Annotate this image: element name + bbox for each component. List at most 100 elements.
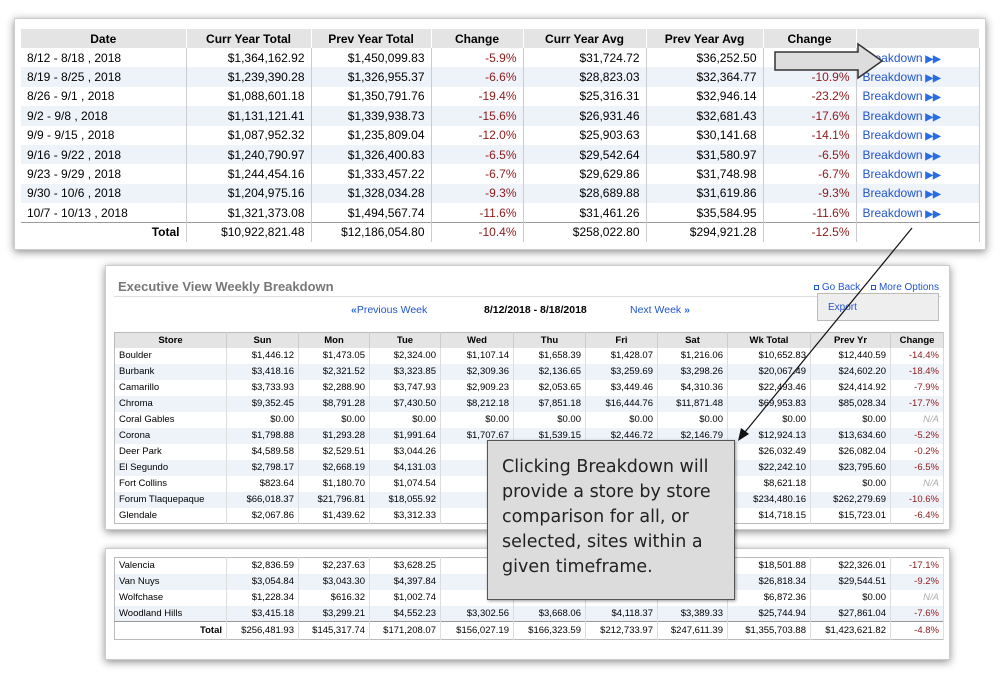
table-cell: -6.5% [763,144,857,165]
table-cell: $1,333,457.22 [311,164,432,184]
table-cell: 9/9 - 9/15 , 2018 [21,125,187,145]
table-cell: -14.4% [890,347,944,364]
table-cell: $31,580.97 [646,144,764,165]
table-cell: $1,446.12 [226,347,299,364]
table-cell: $26,818.34 [727,573,811,590]
table-cell: $24,602.20 [810,363,891,380]
table-cell: $1,364,162.92 [186,48,312,68]
column-header: Change [890,332,944,348]
go-back-link[interactable]: Go Back [813,282,860,293]
store-name: Van Nuys [114,573,227,590]
column-header: Prev Year Total [311,29,432,48]
table-cell: -12.0% [431,125,524,145]
weekly-summary-table: Date Curr Year Total Prev Year Total Change… [21,29,980,242]
table-cell: N/A [890,411,944,428]
table-cell: $2,053.65 [513,379,586,396]
double-arrow-right-icon: ▶▶ [922,111,941,123]
table-cell: $0.00 [226,411,299,428]
table-cell: $1,658.39 [513,347,586,364]
table-cell: $12,440.59 [810,347,891,364]
table-cell: $1,326,955.37 [311,67,432,87]
export-menu-item[interactable]: Export [817,293,939,321]
table-cell: $1,180.70 [298,475,370,492]
breakdown-link[interactable]: Breakdown ▶▶ [856,203,980,223]
table-cell: $6,872.36 [727,589,811,606]
table-cell: -11.6% [763,203,857,223]
total-cell [856,222,980,242]
table-cell: $28,689.88 [523,183,647,204]
table-cell: 8/19 - 8/25 , 2018 [21,67,187,87]
total-row: Total $256,481.93 $145,317.74 $171,208.07 $1… [114,621,944,640]
table-cell: $1,074.54 [369,475,441,492]
double-arrow-right-icon: ▶▶ [922,189,941,201]
table-cell: $1,239,390.28 [186,67,312,87]
more-options-link[interactable]: More Options [870,282,939,293]
callout-arrowhead [738,428,749,441]
bullet-icon [870,285,876,290]
table-cell: -0.2% [890,443,944,460]
table-cell: $8,212.18 [440,395,514,412]
store-row: Wolfchase $1,228.34 $616.32 $1,002.74 $6,872… [114,589,944,606]
table-cell: -11.6% [431,203,524,223]
column-header: Change [431,29,524,48]
breakdown-link[interactable]: Breakdown ▶▶ [856,164,980,184]
store-name: Fort Collins [114,475,227,492]
table-cell: -6.4% [890,507,944,524]
total-cell: Total [114,621,227,640]
table-cell: -10.9% [763,67,857,87]
callout-note: Clicking Breakdown will provide a store … [487,440,735,600]
table-cell: $234,480.16 [727,491,811,508]
table-cell: $3,054.84 [226,573,299,590]
total-row: Total $10,922,821.48 $12,186,054.80 -10.4% $… [21,222,980,242]
breakdown-link[interactable]: Breakdown ▶▶ [856,183,980,204]
table-cell: 8/12 - 8/18 , 2018 [21,48,187,68]
breakdown-link[interactable]: Breakdown ▶▶ [856,144,980,165]
table-cell: $1,473.05 [298,347,370,364]
total-cell: $1,423,621.82 [810,621,891,640]
table-cell: $1,087,952.32 [186,125,312,145]
column-header: Sat [657,332,728,348]
table-cell: $823.64 [226,475,299,492]
column-header: Tue [369,332,441,348]
table-cell: $14,718.15 [727,507,811,524]
total-cell: $10,922,821.48 [186,222,312,242]
total-cell: $12,186,054.80 [311,222,432,242]
previous-week-link[interactable]: «Previous Week [351,304,427,316]
total-cell: $294,921.28 [646,222,764,242]
table-cell: $2,288.90 [298,379,370,396]
table-cell: -6.7% [431,164,524,184]
table-cell: -18.4% [890,363,944,380]
next-week-link[interactable]: Next Week » [630,304,690,316]
table-cell: $26,032.49 [727,443,811,460]
table-cell: $3,415.18 [226,605,299,622]
breakdown-link[interactable]: Breakdown ▶▶ [856,86,980,107]
store-row: Burbank $3,418.16 $2,321.52 $3,323.85 $2,309… [114,363,944,380]
breakdown-link[interactable]: Breakdown ▶▶ [856,106,980,126]
store-row: Boulder $1,446.12 $1,473.05 $2,324.00 $1,107… [114,347,944,364]
table-cell: $1,798.88 [226,427,299,444]
table-cell: $2,446.72 [585,427,658,444]
table-cell: $7,430.50 [369,395,441,412]
breakdown-label: Breakdown [862,128,923,143]
double-arrow-right-icon: ▶▶ [922,131,941,143]
double-arrow-right-icon: ▶▶ [922,92,941,104]
store-row: Camarillo $3,733.93 $2,288.90 $3,747.93 $2,9… [114,379,944,396]
table-row: 8/19 - 8/25 , 2018 $1,239,390.28 $1,326,95… [21,67,980,87]
column-header: Wed [440,332,514,348]
previous-week-label: Previous Week [356,304,428,316]
column-header: Prev Yr [810,332,891,348]
table-cell: $1,328,034.28 [311,183,432,204]
breakdown-link[interactable]: Breakdown ▶▶ [856,125,980,145]
table-row: 9/30 - 10/6 , 2018 $1,204,975.16 $1,328,03… [21,183,980,204]
double-chevron-left-icon: « [351,304,357,316]
column-header: Curr Year Avg [523,29,647,48]
table-cell: $2,321.52 [298,363,370,380]
table-cell: -5.2% [890,427,944,444]
store-name: Glendale [114,507,227,524]
breakdown-link[interactable]: Breakdown ▶▶ [856,67,980,87]
store-row: Chroma $9,352.45 $8,791.28 $7,430.50 $8,212.… [114,395,944,412]
store-name: Forum Tlaquepaque [114,491,227,508]
table-cell: $4,589.58 [226,443,299,460]
table-row: 9/23 - 9/29 , 2018 $1,244,454.16 $1,333,45… [21,164,980,184]
table-cell: -17.7% [890,395,944,412]
